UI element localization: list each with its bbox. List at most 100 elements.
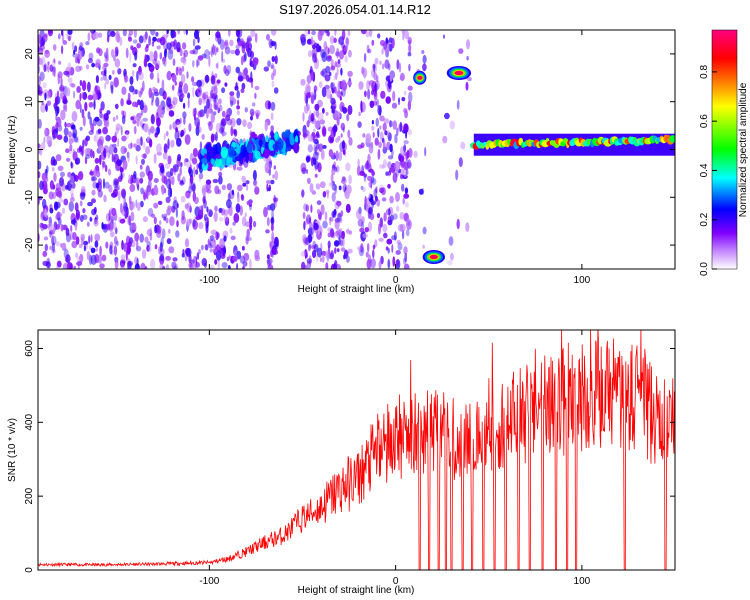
noise-speckle-mark <box>182 248 185 256</box>
noise-speckle-mark <box>467 77 472 82</box>
noise-speckle-mark <box>245 41 250 52</box>
noise-speckle-mark <box>302 112 305 122</box>
noise-speckle-mark <box>392 172 398 183</box>
noise-speckle-mark <box>205 183 211 191</box>
noise-speckle-mark <box>384 43 390 54</box>
noise-speckle-mark <box>133 125 137 135</box>
noise-speckle-mark <box>378 141 382 149</box>
noise-speckle-mark <box>91 198 96 204</box>
noise-speckle-mark <box>142 104 148 114</box>
noise-speckle-mark <box>337 217 343 224</box>
noise-speckle-mark <box>68 131 73 138</box>
noise-speckle-mark <box>180 162 183 168</box>
noise-speckle-mark <box>44 243 48 252</box>
noise-speckle-mark <box>330 105 336 110</box>
noise-speckle-mark <box>422 54 427 64</box>
noise-speckle-mark <box>342 127 345 133</box>
noise-speckle-mark <box>241 245 245 251</box>
converging-track-mark <box>294 141 299 154</box>
noise-speckle-mark <box>100 101 105 111</box>
noise-speckle-mark <box>64 184 69 190</box>
noise-speckle-mark <box>424 146 427 157</box>
noise-speckle-mark <box>90 247 96 254</box>
noise-speckle-mark <box>58 177 64 187</box>
noise-speckle-mark <box>312 226 315 235</box>
noise-speckle-mark <box>60 171 65 177</box>
noise-speckle-mark <box>43 64 47 73</box>
y-tick-label: 20 <box>24 48 35 60</box>
noise-speckle-mark <box>69 144 73 152</box>
noise-speckle-mark <box>197 93 201 98</box>
noise-speckle-mark <box>396 127 399 136</box>
noise-speckle-mark <box>44 127 47 136</box>
noise-speckle-mark <box>305 85 311 93</box>
noise-speckle-mark <box>188 262 193 268</box>
noise-speckle-mark <box>306 120 310 128</box>
noise-speckle-mark <box>87 57 93 64</box>
noise-speckle-mark <box>210 89 214 99</box>
noise-speckle-mark <box>324 211 328 221</box>
noise-speckle-mark <box>210 75 216 85</box>
noise-speckle-mark <box>105 52 109 61</box>
noise-speckle-mark <box>60 224 64 232</box>
noise-speckle-mark <box>141 249 147 259</box>
noise-speckle-mark <box>143 191 147 201</box>
noise-speckle-mark <box>245 180 250 185</box>
noise-speckle-mark <box>46 165 49 173</box>
noise-speckle-mark <box>172 96 178 106</box>
noise-speckle-mark <box>312 85 319 92</box>
noise-speckle-mark <box>189 153 194 162</box>
noise-speckle-mark <box>167 138 170 150</box>
noise-speckle-mark <box>338 36 345 46</box>
noise-speckle-mark <box>266 180 271 184</box>
noise-speckle-mark <box>192 218 196 228</box>
noise-speckle-mark <box>105 134 111 142</box>
noise-speckle-mark <box>404 187 409 194</box>
noise-speckle-mark <box>173 39 178 50</box>
noise-speckle-mark <box>313 110 317 116</box>
noise-speckle-mark <box>399 212 405 220</box>
noise-speckle-mark <box>246 200 252 206</box>
noise-speckle-mark <box>190 259 195 264</box>
noise-speckle-mark <box>104 56 109 63</box>
noise-speckle-mark <box>121 240 124 250</box>
noise-speckle-mark <box>38 160 42 170</box>
noise-speckle-mark <box>405 169 409 176</box>
noise-speckle-mark <box>407 52 412 57</box>
noise-speckle-mark <box>357 144 363 149</box>
noise-speckle-mark <box>123 147 128 153</box>
noise-speckle-mark <box>334 86 337 94</box>
noise-speckle-mark <box>319 30 325 36</box>
noise-speckle-mark <box>163 143 168 154</box>
noise-speckle-mark <box>374 239 378 248</box>
noise-speckle-mark <box>307 30 311 35</box>
noise-speckle-mark <box>103 145 109 154</box>
noise-speckle-mark <box>407 128 412 136</box>
noise-speckle-mark <box>340 67 343 76</box>
noise-speckle-mark <box>53 58 56 64</box>
noise-speckle-mark <box>363 53 367 63</box>
noise-speckle-mark <box>67 70 70 78</box>
noise-speckle-mark <box>214 73 218 78</box>
noise-speckle-mark <box>224 82 228 87</box>
noise-speckle-mark <box>309 110 312 118</box>
noise-speckle-mark <box>110 84 114 94</box>
noise-speckle-mark <box>120 254 126 262</box>
noise-speckle-mark <box>270 216 275 226</box>
noise-speckle-mark <box>52 242 55 253</box>
noise-speckle-mark <box>203 213 208 222</box>
noise-speckle-mark <box>314 120 321 130</box>
noise-speckle-mark <box>228 190 235 200</box>
noise-speckle-mark <box>87 111 91 120</box>
noise-speckle-mark <box>114 185 120 192</box>
noise-speckle-mark <box>362 233 369 239</box>
noise-speckle-mark <box>180 132 184 138</box>
noise-speckle-mark <box>91 176 98 181</box>
noise-speckle-mark <box>315 43 320 53</box>
noise-speckle-mark <box>196 88 199 94</box>
noise-speckle-mark <box>71 182 76 189</box>
noise-speckle-mark <box>315 131 320 138</box>
noise-speckle-mark <box>301 34 305 43</box>
noise-speckle-mark <box>125 47 129 59</box>
noise-speckle-mark <box>157 77 160 84</box>
